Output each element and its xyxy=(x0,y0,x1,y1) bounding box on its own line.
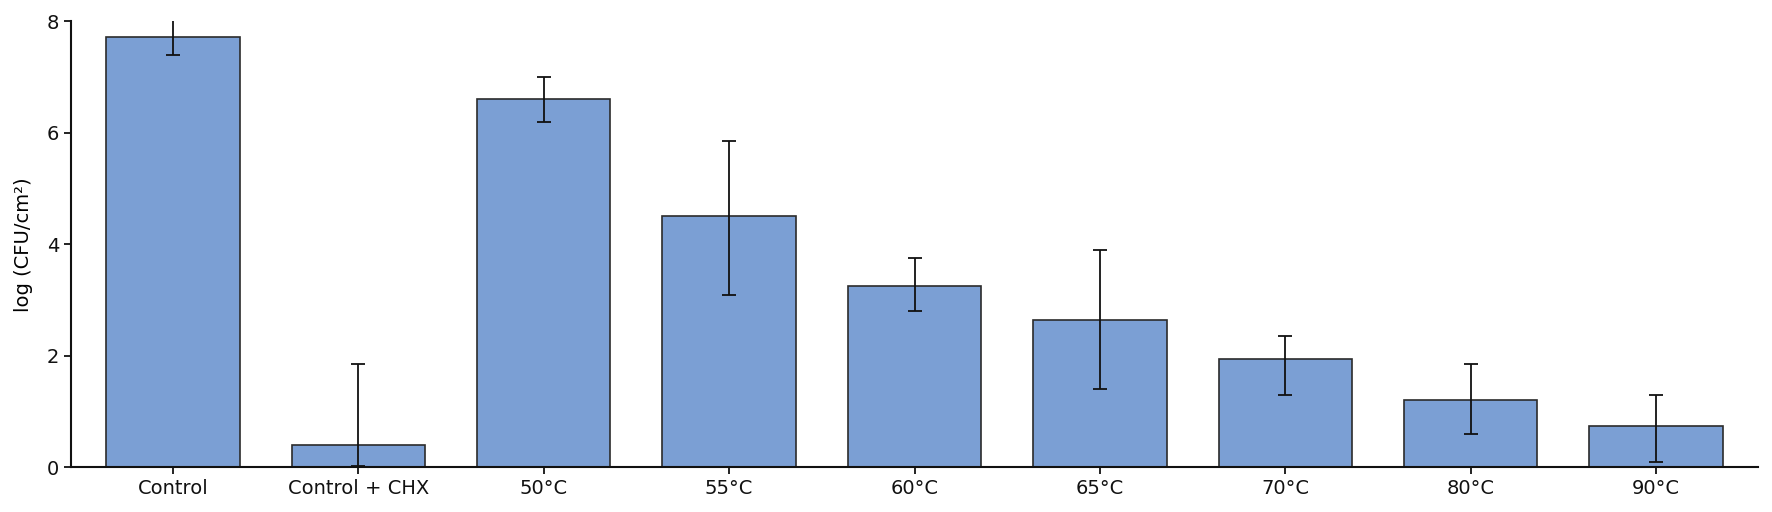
Bar xyxy=(847,286,982,467)
Bar xyxy=(1589,425,1722,467)
Bar xyxy=(292,445,425,467)
Bar xyxy=(663,217,796,467)
Y-axis label: log (CFU/cm²): log (CFU/cm²) xyxy=(14,177,34,312)
Bar xyxy=(1403,400,1538,467)
Bar xyxy=(1033,319,1166,467)
Bar xyxy=(477,99,611,467)
Bar xyxy=(1219,358,1352,467)
Bar xyxy=(106,37,239,467)
